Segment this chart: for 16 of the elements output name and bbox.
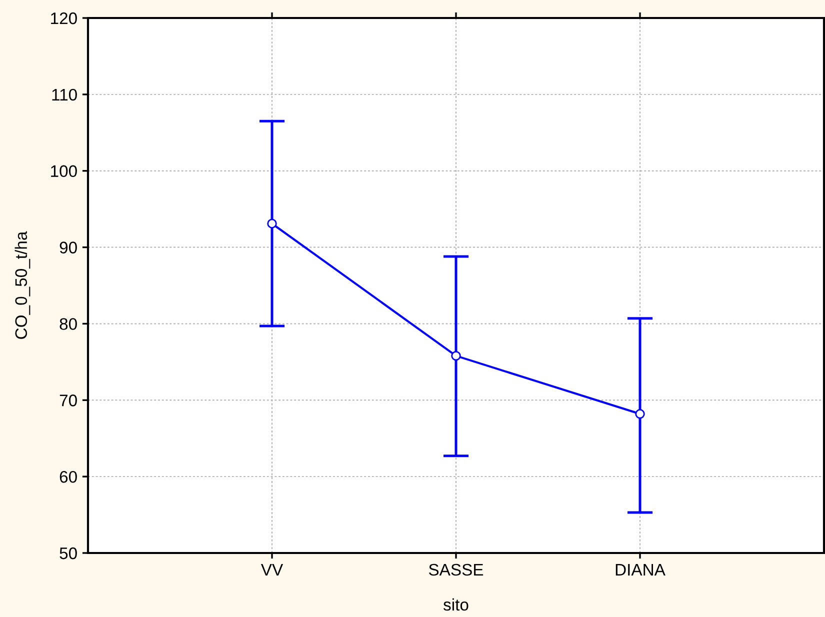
y-tick-label: 80 <box>60 318 77 330</box>
point <box>267 218 277 228</box>
y-tick-label: 100 <box>51 165 77 178</box>
x-tick-label: DIANA <box>616 564 666 576</box>
y-tick-label: 70 <box>60 394 77 406</box>
y-tick-label: 120 <box>51 12 77 24</box>
x-tick-label: SASSE <box>428 564 484 576</box>
y-tick-label: 50 <box>60 547 77 560</box>
y-tick-label: 90 <box>60 242 77 254</box>
y-axis-title: CO_0_50_t/ha <box>14 231 30 339</box>
y-tick-label: 60 <box>60 470 77 483</box>
x-axis-title: sito <box>443 598 468 611</box>
point <box>635 409 645 419</box>
y-tick-label: 110 <box>52 88 77 101</box>
point <box>451 350 461 361</box>
x-tick-label: VV <box>260 564 284 576</box>
